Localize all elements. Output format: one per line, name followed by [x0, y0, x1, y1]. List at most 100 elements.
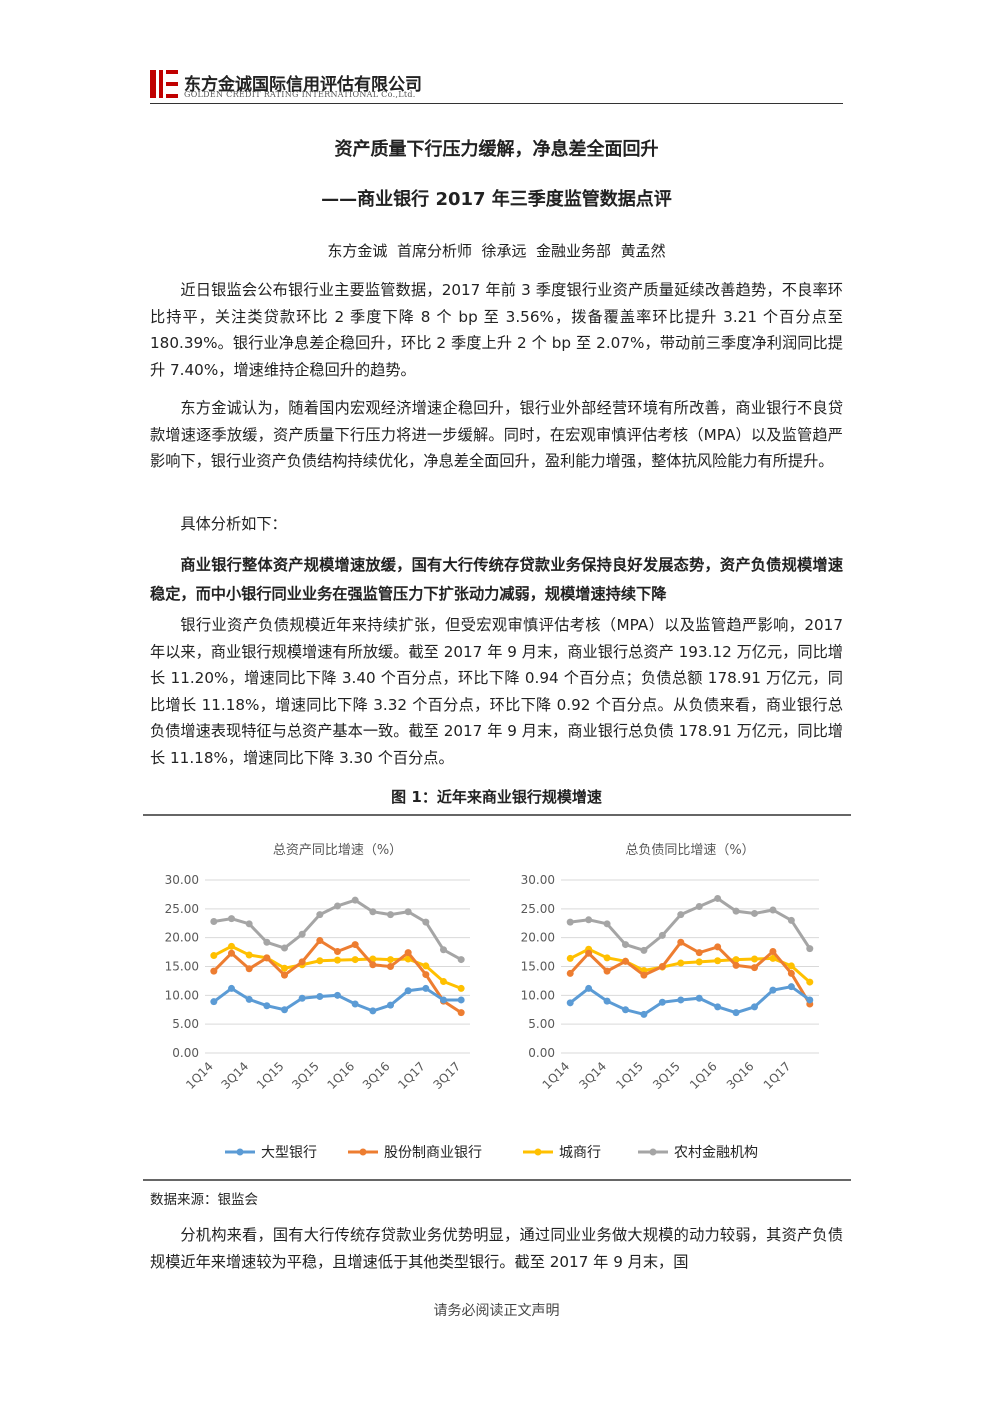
- point: [457, 1009, 465, 1017]
- point: [334, 991, 341, 999]
- paragraph: 东方金诚认为，随着国内宏观经济增速企稳回升，银行业外部经营环境有所改善，商业银行…: [150, 399, 843, 470]
- point: [457, 984, 465, 992]
- x-tick-label: 1Q16: [325, 1059, 358, 1092]
- point: [281, 944, 288, 952]
- x-tick-label: 1Q14: [183, 1059, 216, 1092]
- point: [622, 957, 629, 965]
- point: [351, 896, 359, 904]
- point: [566, 918, 574, 926]
- point: [640, 1010, 648, 1018]
- point: [585, 916, 593, 924]
- y-tick-label: 0.00: [172, 1046, 199, 1060]
- point: [422, 918, 430, 926]
- point: [457, 956, 465, 964]
- authors: 东方金诚 首席分析师 徐承远 金融业务部 黄孟然: [327, 242, 666, 260]
- point: [316, 992, 324, 1000]
- point: [369, 961, 377, 969]
- point: [806, 945, 814, 953]
- y-tick-label: 15.00: [165, 960, 199, 974]
- x-tick-label: 1Q17: [395, 1059, 428, 1092]
- point: [369, 908, 377, 916]
- point: [316, 957, 324, 965]
- point: [281, 964, 288, 972]
- x-tick-label: 3Q15: [650, 1059, 683, 1092]
- point: [787, 969, 795, 977]
- chart-title: 总资产同比增速（%）: [273, 843, 402, 858]
- figure: 总资产同比增速（%） 0.00 5.00 10.00 15.00 20.00 25.00 30…: [143, 814, 851, 1181]
- point: [228, 915, 235, 923]
- point: [585, 984, 593, 992]
- point: [769, 986, 777, 994]
- legend-swatch: [236, 1148, 244, 1156]
- point: [245, 995, 253, 1003]
- point: [316, 911, 324, 919]
- point: [787, 962, 795, 970]
- point: [714, 943, 722, 951]
- legend-label: 股份制商业银行: [384, 1145, 482, 1161]
- x-tick-label: 3Q15: [289, 1059, 322, 1092]
- point: [732, 1009, 740, 1017]
- point: [585, 949, 593, 957]
- point: [422, 971, 430, 979]
- legend-label: 城商行: [559, 1145, 601, 1161]
- point: [351, 941, 359, 949]
- point: [210, 967, 218, 975]
- paragraph: 具体分析如下：: [180, 515, 287, 533]
- section-heading: 商业银行整体资产规模增速放缓，国有大行传统存贷款业务保持良好发展态势，资产负债规…: [150, 556, 843, 603]
- x-tick-label: 1Q17: [761, 1059, 794, 1092]
- x-tick-label: 1Q15: [254, 1059, 287, 1092]
- point: [387, 911, 394, 919]
- point: [603, 997, 611, 1005]
- point: [732, 907, 740, 915]
- point: [228, 984, 235, 992]
- point: [640, 946, 648, 954]
- point: [245, 951, 253, 959]
- point: [714, 1003, 722, 1011]
- point: [228, 949, 235, 957]
- point: [695, 903, 703, 911]
- point: [732, 961, 740, 969]
- point: [404, 987, 412, 995]
- title: 资产质量下行压力缓解，净息差全面回升: [334, 139, 659, 160]
- point: [603, 920, 611, 928]
- point: [281, 1006, 288, 1014]
- logo: [150, 70, 178, 98]
- point: [787, 983, 795, 991]
- y-tick-label: 20.00: [165, 931, 199, 945]
- point: [404, 949, 412, 957]
- point: [351, 1000, 359, 1008]
- point: [751, 1003, 758, 1011]
- y-tick-label: 10.00: [521, 988, 555, 1002]
- y-tick-label: 25.00: [521, 902, 555, 916]
- point: [228, 942, 235, 950]
- y-tick-label: 0.00: [528, 1046, 555, 1060]
- legend-label: 大型银行: [261, 1145, 317, 1161]
- point: [387, 956, 394, 964]
- y-tick-label: 5.00: [172, 1017, 199, 1031]
- legend-swatch: [534, 1148, 542, 1156]
- point: [640, 971, 648, 979]
- y-tick-label: 30.00: [521, 873, 555, 887]
- paragraph: 分机构来看，国有大行传统存贷款业务优势明显，通过同业业务做大规模的动力较弱，其资…: [150, 1226, 843, 1271]
- point: [440, 977, 447, 985]
- point: [769, 906, 777, 914]
- point: [787, 916, 795, 924]
- point: [769, 954, 777, 962]
- point: [334, 948, 341, 956]
- point: [316, 937, 324, 945]
- point: [263, 954, 271, 962]
- point: [751, 955, 758, 963]
- point: [263, 1002, 271, 1010]
- source: 数据来源：银监会: [150, 1192, 258, 1208]
- point: [404, 908, 412, 916]
- point: [457, 996, 465, 1004]
- point: [751, 964, 758, 972]
- legend-label: 农村金融机构: [674, 1145, 758, 1161]
- point: [622, 941, 629, 949]
- point: [298, 930, 306, 938]
- point: [334, 956, 341, 964]
- point: [806, 978, 814, 986]
- company-en: GOLDEN CREDIT RATING INTERNATIONAL Co.,L…: [184, 90, 416, 99]
- point: [751, 909, 758, 917]
